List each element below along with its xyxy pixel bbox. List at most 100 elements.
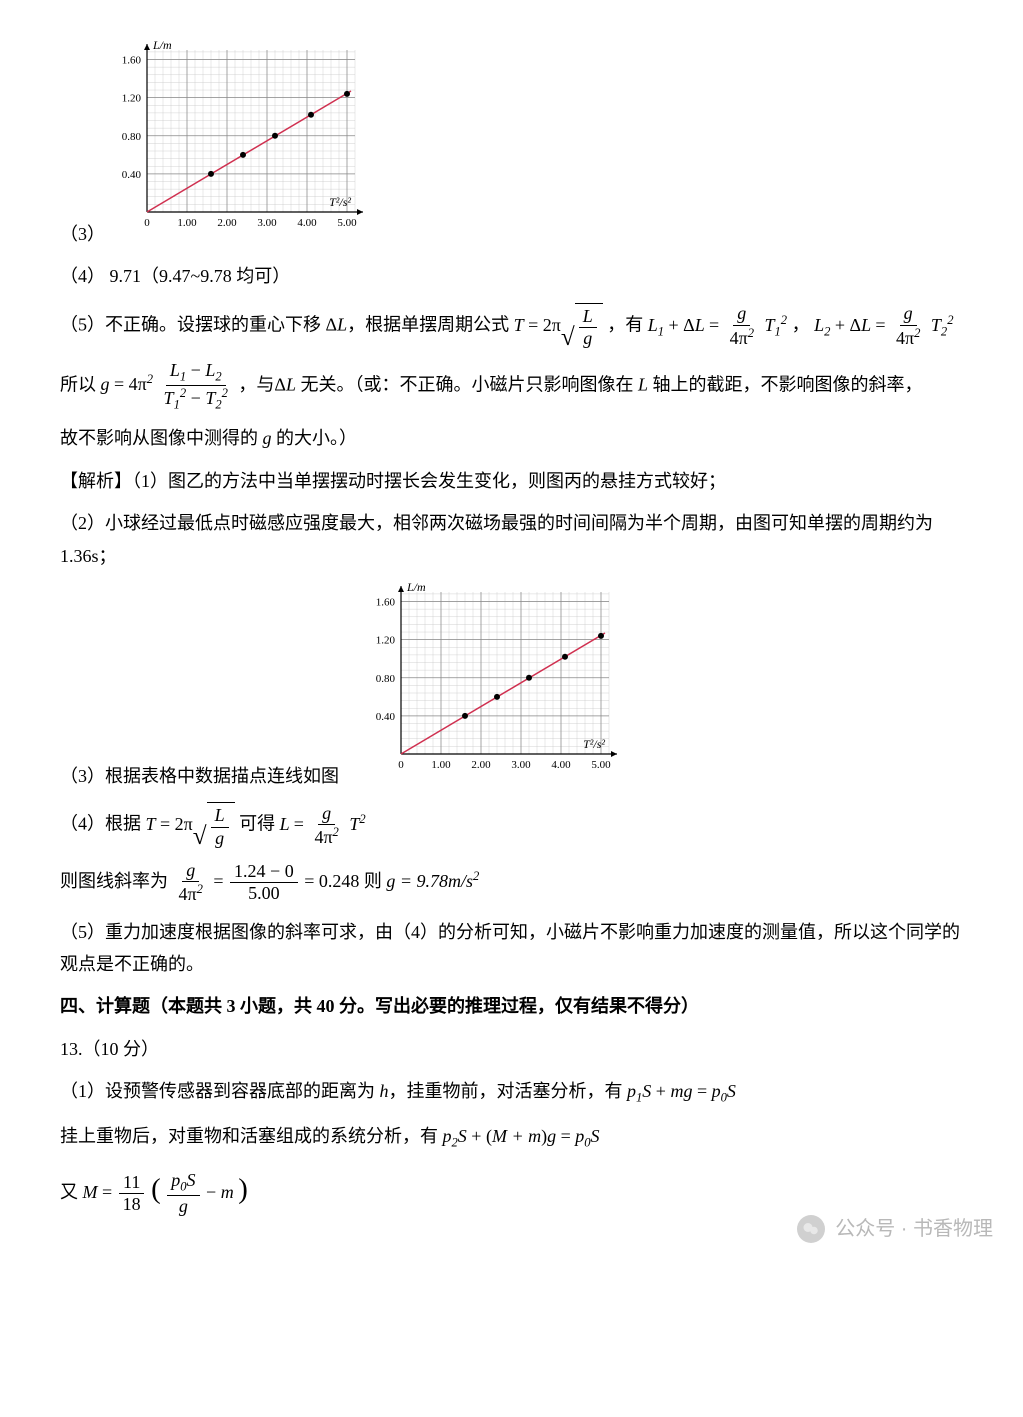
m: m <box>221 1182 234 1202</box>
num: 11 <box>119 1172 144 1195</box>
var-dL: L <box>337 315 347 335</box>
g: g <box>322 803 331 823</box>
a1-text: （1）图乙的方法中当单摆摆动时摆长会发生变化，则图丙的悬挂方式较好； <box>132 471 726 491</box>
T2: T <box>205 388 215 408</box>
svg-text:1.20: 1.20 <box>122 93 142 105</box>
footer-watermark: 公众号 · 书香物理 <box>797 1211 993 1247</box>
svg-text:L/m: L/m <box>152 40 172 52</box>
svg-text:1.00: 1.00 <box>431 759 451 771</box>
mg: mg <box>670 1081 692 1101</box>
analysis-1: 【解析】（1）图乙的方法中当单摆摆动时摆长会发生变化，则图丙的悬挂方式较好； <box>60 465 963 497</box>
q13-3: 又 M = 1118 ( p0Sg − m ) <box>60 1164 963 1218</box>
svg-text:2.00: 2.00 <box>471 759 491 771</box>
q5-line3: 故不影响从图像中测得的 g 的大小。） <box>60 422 963 454</box>
den: 18 <box>119 1194 145 1216</box>
pre: （1）设预警传感器到容器底部的距离为 <box>60 1081 380 1101</box>
L-axis: L <box>638 374 648 394</box>
p0: p <box>575 1126 584 1146</box>
pre: 则图线斜率为 <box>60 871 173 891</box>
L2: L <box>814 315 824 335</box>
formula-slope: g4π2 = 1.24 − 05.00 = 0.248 <box>173 871 364 891</box>
a4-line1: （4）根据 T = 2π√Lg 可得 L = g4π2 T2 <box>60 802 963 849</box>
num-L: L <box>579 306 597 329</box>
svg-text:3.00: 3.00 <box>257 217 277 229</box>
svg-text:T²/s²: T²/s² <box>329 195 351 209</box>
S2: S <box>591 1126 600 1146</box>
mid: ，挂重物前，对活塞分析，有 <box>389 1081 628 1101</box>
svg-text:5.00: 5.00 <box>337 217 357 229</box>
formula-p1: p1S + mg = p0S <box>627 1081 736 1101</box>
formula-g: g = 4π2 L1 − L2 T12 − T22 <box>101 374 239 394</box>
svg-text:0.80: 0.80 <box>122 131 142 143</box>
g2: g <box>904 303 913 323</box>
svg-text:L/m: L/m <box>406 582 426 594</box>
L: L <box>211 805 229 828</box>
L1: L <box>170 360 180 380</box>
num: 1.24 − 0 <box>230 861 298 884</box>
dL2: L <box>861 315 871 335</box>
svg-text:0: 0 <box>398 759 404 771</box>
g: g <box>211 828 228 850</box>
eq-2pi: = 2π <box>524 315 561 335</box>
q5-intro: 不正确。设摆球的重心下移 Δ <box>105 315 337 335</box>
L2: L <box>205 360 215 380</box>
svg-text:1.60: 1.60 <box>376 596 396 608</box>
wechat-icon <box>797 1215 825 1243</box>
q5-mid1: ，根据单摆周期公式 <box>347 315 509 335</box>
q5-line2: 所以 g = 4π2 L1 − L2 T12 − T22 ，与ΔL 无关。（或：… <box>60 360 963 412</box>
q5-has: ，有 <box>607 315 648 335</box>
svg-text:1.20: 1.20 <box>376 635 396 647</box>
g: g <box>737 303 746 323</box>
q13-1: （1）设预警传感器到容器底部的距离为 h，挂重物前，对活塞分析，有 p1S + … <box>60 1075 963 1109</box>
formula-L-T2: L = g4π2 T2 <box>280 814 366 834</box>
formula-T-period: T = 2π√Lg <box>514 315 608 335</box>
svg-text:1.00: 1.00 <box>177 217 197 229</box>
a5: （5）重力加速度根据图像的斜率可求，由（4）的分析可知，小磁片不影响重力加速度的… <box>60 916 963 981</box>
sub2: 2 <box>824 324 830 338</box>
T1: T <box>764 315 774 335</box>
svg-text:4.00: 4.00 <box>551 759 571 771</box>
svg-text:T²/s²: T²/s² <box>583 737 605 751</box>
Mm: M + m <box>492 1126 541 1146</box>
q13-label: 13.（10 分） <box>60 1033 963 1065</box>
analysis-label: 【解析】 <box>60 471 132 491</box>
g: g <box>186 860 195 880</box>
q3-row: （3） 01.002.003.004.005.000.400.801.201.6… <box>60 40 963 250</box>
svg-text:0: 0 <box>144 217 150 229</box>
svg-text:0.40: 0.40 <box>376 711 396 723</box>
footer-text: 公众号 · 书香物理 <box>835 1211 993 1247</box>
formula-L1: L1 + ΔL = g4π2 T12 <box>648 315 792 335</box>
svg-text:2.00: 2.00 <box>217 217 237 229</box>
val: 0.248 <box>319 871 360 891</box>
q4-row: （4） 9.71（9.47~9.78 均可） <box>60 260 963 292</box>
g-result: g = 9.78m/s2 <box>386 871 479 891</box>
pre: 所以 <box>60 374 101 394</box>
mid: ，与Δ <box>238 374 286 394</box>
T: T <box>146 814 156 834</box>
svg-text:5.00: 5.00 <box>591 759 611 771</box>
comma: ， <box>792 315 810 335</box>
S2: S <box>727 1081 736 1101</box>
q4-label: （4） <box>60 266 105 286</box>
chart-2: 01.002.003.004.005.000.400.801.201.60L/m… <box>359 582 619 792</box>
pre: 故不影响从图像中测得的 <box>60 428 263 448</box>
q4-answer: 9.71（9.47~9.78 均可） <box>110 266 291 286</box>
dL: L <box>695 315 705 335</box>
h: h <box>380 1081 389 1101</box>
formula-p2: p2S + (M + m)g = p0S <box>443 1126 600 1146</box>
q5-line1: （5）不正确。设摆球的重心下移 ΔL，根据单摆周期公式 T = 2π√Lg ，有… <box>60 303 963 350</box>
section4-title: 四、计算题（本题共 3 小题，共 40 分。写出必要的推理过程，仅有结果不得分） <box>60 990 963 1022</box>
p1: p <box>627 1081 636 1101</box>
g: g <box>175 1196 192 1218</box>
analysis-2: （2）小球经过最低点时磁感应强度最大，相邻两次磁场最强的时间间隔为半个周期，由图… <box>60 507 963 572</box>
mid: 则 <box>364 871 387 891</box>
den-g: g <box>579 328 596 350</box>
S: S <box>187 1170 196 1190</box>
eq: = 2π <box>156 814 193 834</box>
formula-M: M = 1118 ( p0Sg − m ) <box>83 1182 248 1202</box>
p0: p <box>171 1170 180 1190</box>
res: g = 9.78m/s <box>386 871 473 891</box>
q13-2: 挂上重物后，对重物和活塞组成的系统分析，有 p2S + (M + m)g = p… <box>60 1120 963 1154</box>
T2: T <box>931 315 941 335</box>
svg-text:3.00: 3.00 <box>511 759 531 771</box>
